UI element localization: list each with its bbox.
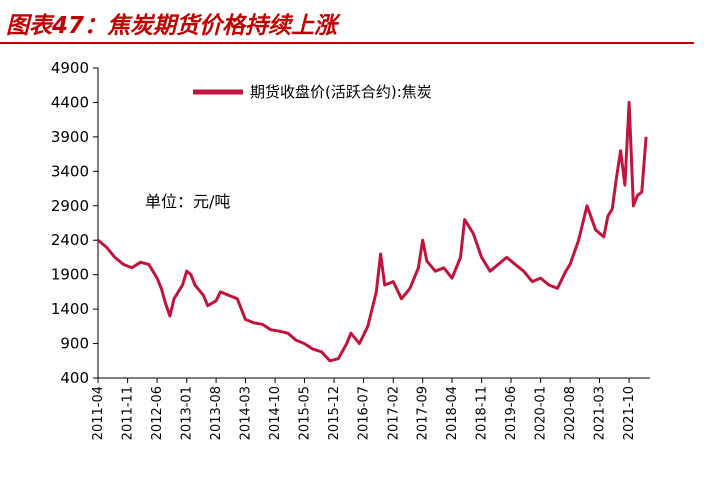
x-tick-label: 2021-03 — [592, 386, 607, 440]
x-tick-label: 2013-01 — [180, 386, 195, 440]
y-tick-label: 1400 — [51, 300, 89, 318]
y-tick-label: 2900 — [51, 197, 89, 215]
y-tick-label: 2400 — [51, 231, 89, 249]
x-tick-label: 2014-03 — [238, 386, 253, 440]
x-tick-label: 2011-11 — [121, 386, 136, 440]
x-tick-label: 2018-11 — [475, 386, 490, 440]
y-tick-label: 1900 — [51, 266, 89, 284]
legend-label: 期货收盘价(活跃合约):焦炭 — [250, 83, 432, 101]
x-tick-label: 2013-08 — [209, 386, 224, 440]
x-tick-label: 2015-05 — [297, 386, 312, 440]
x-tick-label: 2011-04 — [91, 386, 106, 440]
title-bar: 图表47：焦炭期货价格持续上涨 — [0, 0, 720, 44]
y-tick-label: 3900 — [51, 128, 89, 146]
x-tick-label: 2019-06 — [504, 386, 519, 440]
y-tick-label: 4900 — [51, 59, 89, 77]
x-tick-label: 2017-02 — [386, 386, 401, 440]
series-group — [97, 100, 648, 363]
y-tick-label: 3400 — [51, 162, 89, 180]
y-tick-label: 400 — [60, 369, 89, 387]
series-line — [97, 100, 648, 363]
y-tick-label: 4400 — [51, 93, 89, 111]
x-tick-label: 2014-10 — [268, 386, 283, 440]
x-tick-label: 2017-09 — [416, 386, 431, 440]
chart-title: 图表47：焦炭期货价格持续上涨 — [6, 13, 338, 39]
y-tick-label: 900 — [60, 335, 89, 353]
y-axis: 400 900 1400 1900 2400 2900 3400 3900 4400 4900 — [51, 59, 99, 387]
x-tick-label: 2020-08 — [563, 386, 578, 440]
x-tick-label: 2020-01 — [534, 386, 549, 440]
x-tick-label: 2016-07 — [357, 386, 372, 440]
x-tick-label: 2021-10 — [622, 386, 637, 440]
title-underline — [0, 42, 694, 44]
unit-label: 单位：元/吨 — [145, 192, 230, 211]
x-tick-label: 2015-12 — [327, 386, 342, 440]
x-tick-label: 2018-04 — [445, 386, 460, 440]
x-axis: 2011-04 2011-11 2012-06 2013-01 2013-08 2014-… — [91, 377, 650, 440]
legend: 期货收盘价(活跃合约):焦炭 — [193, 83, 432, 101]
x-tick-label: 2012-06 — [150, 386, 165, 440]
